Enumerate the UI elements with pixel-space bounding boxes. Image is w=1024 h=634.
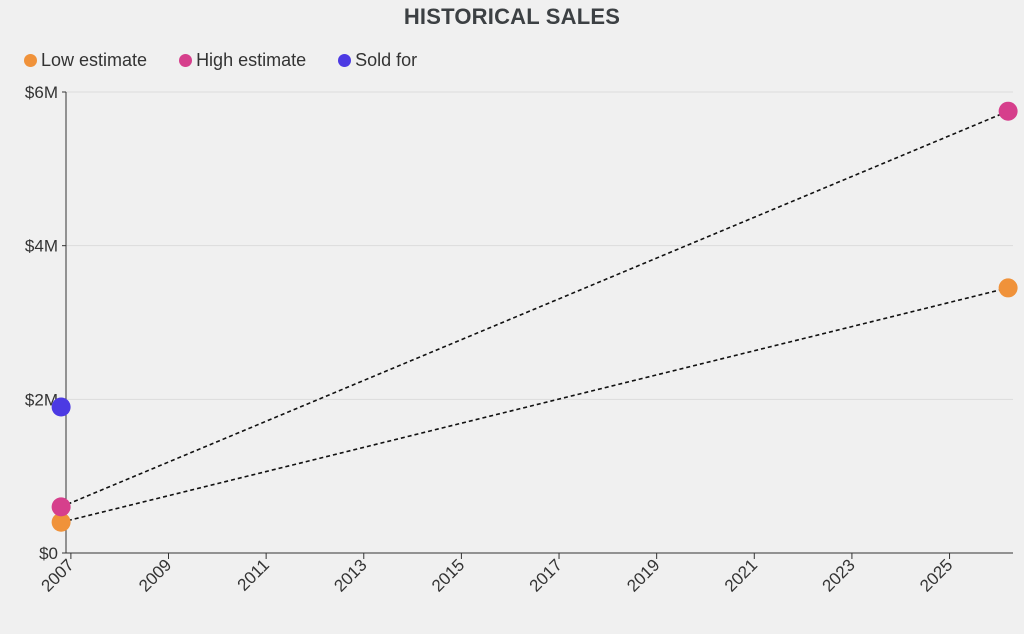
y-tick-label: $2M [25,390,58,409]
legend-label-high-estimate: High estimate [196,50,307,70]
legend-marker-sold-for [338,54,352,67]
legend: Low estimate High estimate Sold for [24,50,417,71]
x-tick-label: 2013 [330,555,370,595]
legend-item-high-estimate[interactable]: High estimate [179,50,306,71]
legend-item-low-estimate[interactable]: Low estimate [24,50,147,71]
x-tick-label: 2019 [623,555,663,595]
y-tick-label: $0 [39,544,58,563]
x-tick-label: 2021 [721,555,761,595]
y-tick-label: $6M [25,83,58,102]
x-tick-label: 2011 [234,555,273,594]
chart-title: HISTORICAL SALES [403,4,621,29]
legend-marker-high-estimate [179,54,193,67]
x-tick-label: 2025 [916,555,956,595]
y-tick-label: $4M [25,237,58,256]
point-sold-for[interactable] [51,397,71,417]
point-high-estimate[interactable] [51,497,71,517]
point-low-estimate[interactable] [51,512,71,532]
point-high-estimate[interactable] [998,101,1018,121]
legend-marker-low-estimate [24,54,37,67]
legend-label-low-estimate: Low estimate [41,50,148,70]
x-tick-label: 2015 [428,555,468,595]
connector-high-estimate [60,110,1009,508]
connector-low-estimate [60,287,1009,524]
x-tick-label: 2009 [135,555,175,595]
x-tick-label: 2023 [819,555,859,595]
legend-item-sold-for[interactable]: Sold for [338,50,417,71]
legend-label-sold-for: Sold for [355,50,418,70]
point-low-estimate[interactable] [998,278,1018,298]
x-tick-label: 2017 [526,555,566,595]
